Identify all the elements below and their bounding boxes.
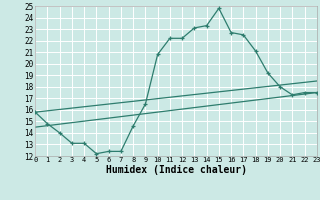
X-axis label: Humidex (Indice chaleur): Humidex (Indice chaleur): [106, 165, 246, 175]
